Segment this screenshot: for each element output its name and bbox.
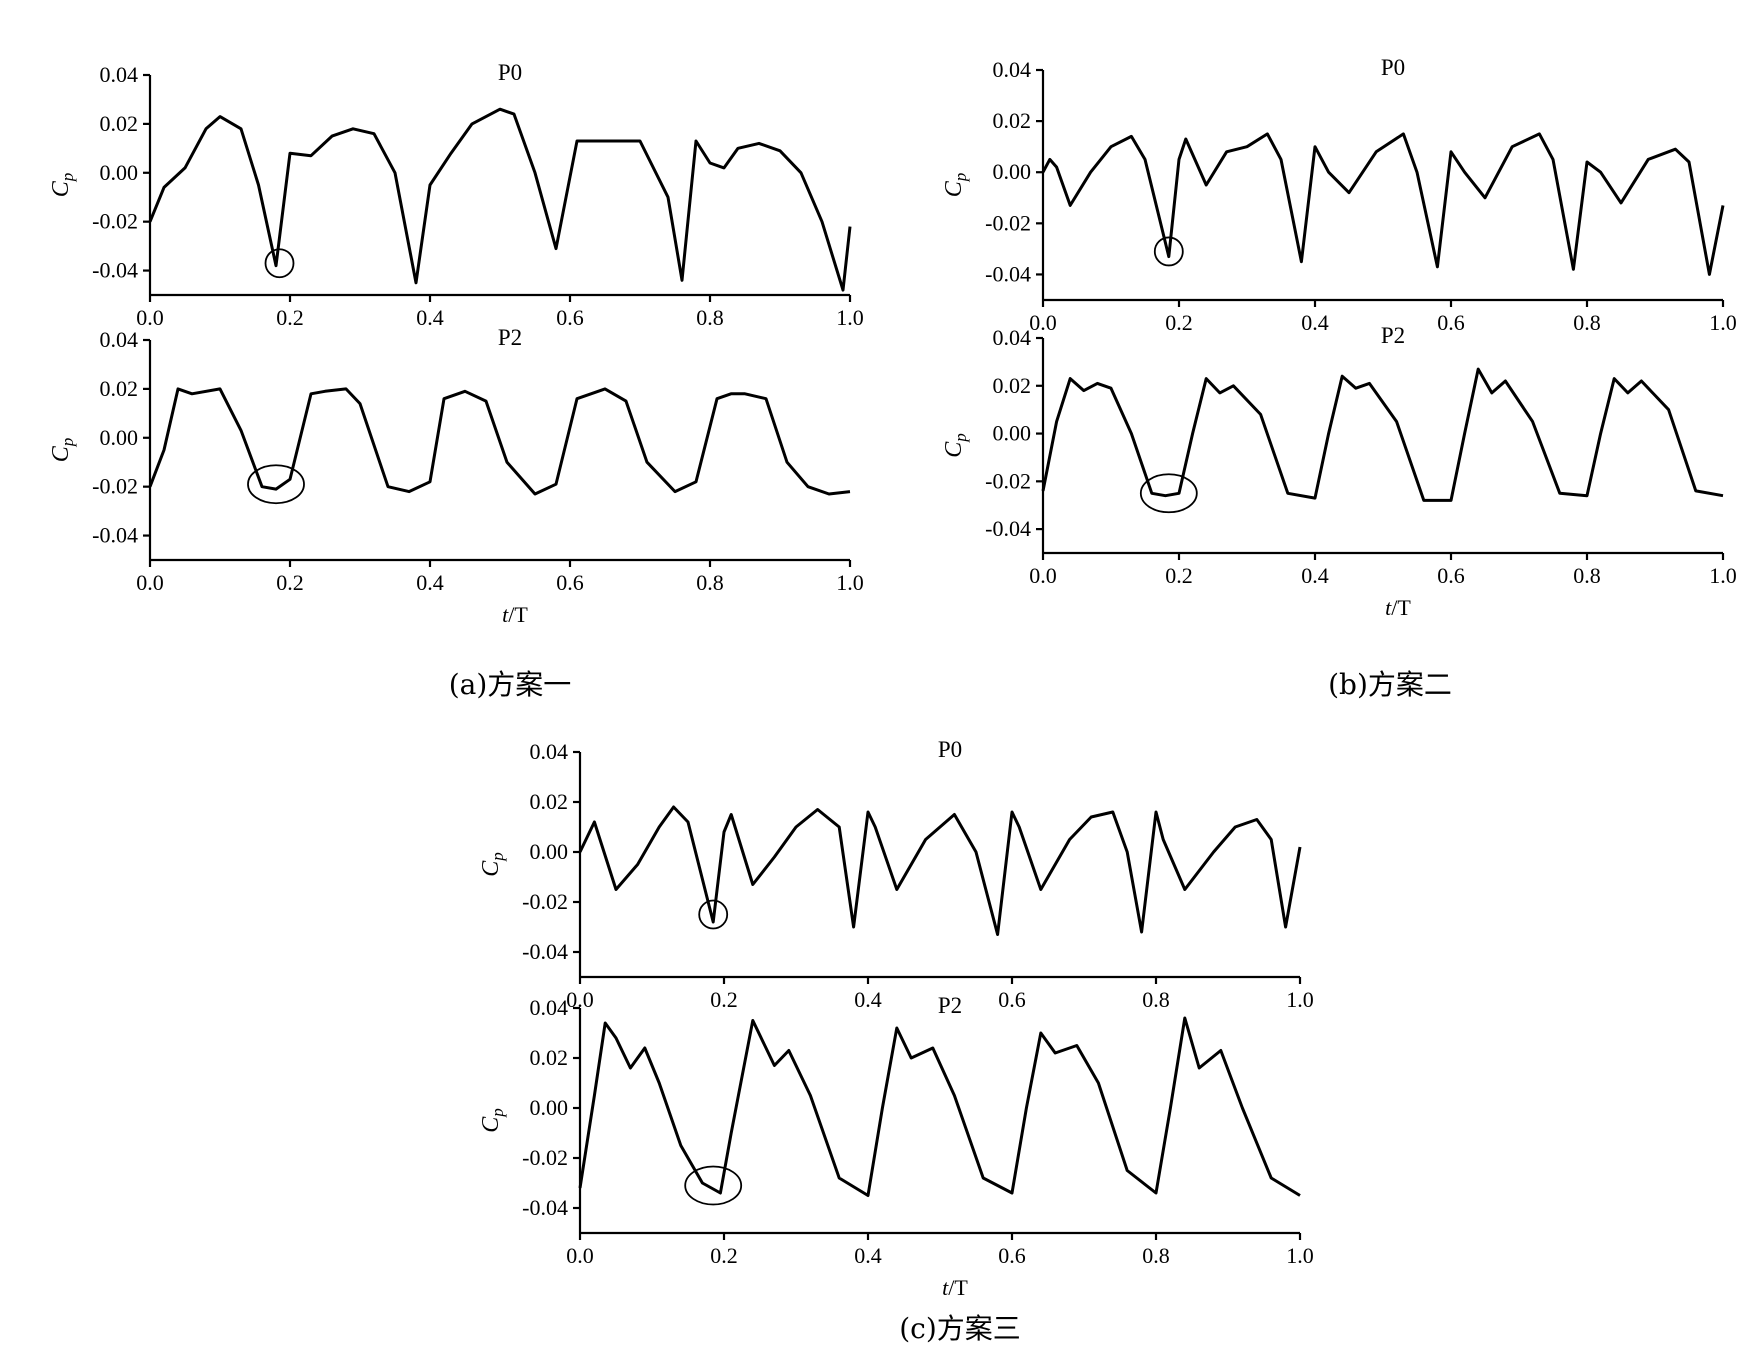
x-tick-label: 0.6	[998, 987, 1026, 1012]
x-tick-label: 0.2	[710, 987, 738, 1012]
x-tick-label: 0.2	[710, 1243, 738, 1268]
highlight-circle-1	[247, 464, 305, 505]
x-tick-label: 0.4	[416, 305, 444, 330]
subplot-title-3: P2	[1381, 323, 1405, 348]
series-line-1	[148, 387, 851, 496]
x-tick-label: 1.0	[836, 305, 864, 330]
y-tick-label: -0.04	[92, 523, 138, 548]
x-tick-label: 1.0	[1286, 1243, 1314, 1268]
x-axis-label-3: t/T	[1385, 595, 1411, 620]
x-tick-label: 0.6	[998, 1243, 1026, 1268]
x-tick-label: 0.8	[1142, 987, 1170, 1012]
x-tick-label: 0.0	[566, 1243, 594, 1268]
y-tick-label: 0.00	[993, 421, 1032, 446]
y-tick-label: -0.04	[985, 516, 1031, 541]
caption-b: (b)方案二	[1328, 668, 1452, 701]
highlight-circle-3	[1139, 473, 1198, 514]
x-tick-label: 0.0	[136, 570, 164, 595]
x-tick-label: 0.6	[556, 305, 584, 330]
x-tick-label: 1.0	[1709, 563, 1737, 588]
x-tick-label: 0.2	[276, 570, 304, 595]
x-tick-label: 0.2	[1165, 563, 1193, 588]
x-tick-label: 0.8	[696, 570, 724, 595]
y-tick-label: 0.00	[530, 839, 569, 864]
x-tick-label: 0.0	[1029, 310, 1057, 335]
y-tick-label: 0.04	[100, 62, 139, 87]
x-tick-label: 0.8	[696, 305, 724, 330]
y-tick-label: 0.02	[100, 376, 139, 401]
y-tick-label: 0.04	[530, 995, 569, 1020]
y-tick-label: 0.02	[100, 111, 139, 136]
highlight-circle-4	[698, 899, 729, 930]
y-tick-label: -0.02	[92, 209, 138, 234]
x-axis-label-5: t/T	[942, 1275, 968, 1300]
series-line-5	[578, 1016, 1301, 1197]
series-line-0	[148, 107, 852, 292]
y-tick-label: -0.04	[92, 258, 138, 283]
x-tick-label: 0.4	[1301, 563, 1329, 588]
y-axis-label-4: Cp	[478, 852, 507, 877]
subplot-title-0: P0	[498, 60, 522, 85]
y-tick-label: -0.02	[522, 1145, 568, 1170]
y-tick-label: 0.02	[530, 1045, 569, 1070]
highlight-circle-0	[264, 248, 295, 279]
highlight-circle-2	[1153, 236, 1184, 267]
y-tick-label: 0.02	[993, 373, 1032, 398]
series-line-3	[1041, 367, 1724, 502]
x-tick-label: 0.4	[854, 987, 882, 1012]
x-axis-label-1: t/T	[502, 602, 528, 627]
y-tick-label: 0.02	[530, 789, 569, 814]
y-tick-label: 0.00	[100, 160, 139, 185]
caption-a: (a)方案一	[449, 668, 572, 701]
x-tick-label: 0.0	[136, 305, 164, 330]
y-tick-label: -0.04	[522, 1195, 568, 1220]
y-tick-label: 0.04	[993, 57, 1032, 82]
x-tick-label: 0.8	[1142, 1243, 1170, 1268]
x-tick-label: 0.4	[416, 570, 444, 595]
x-tick-label: 0.0	[1029, 563, 1057, 588]
y-tick-label: 0.00	[993, 159, 1032, 184]
x-tick-label: 0.4	[854, 1243, 882, 1268]
subplot-title-1: P2	[498, 325, 522, 350]
y-tick-label: -0.02	[985, 468, 1031, 493]
x-tick-label: 0.8	[1573, 310, 1601, 335]
subplot-title-4: P0	[938, 737, 962, 762]
y-tick-label: -0.02	[92, 474, 138, 499]
x-tick-label: 0.2	[1165, 310, 1193, 335]
y-tick-label: 0.04	[100, 327, 139, 352]
x-tick-label: 0.6	[1437, 563, 1465, 588]
y-tick-label: 0.00	[530, 1095, 569, 1120]
series-line-2	[1041, 132, 1725, 276]
y-tick-label: -0.02	[985, 210, 1031, 235]
y-axis-label-5: Cp	[478, 1108, 507, 1133]
y-tick-label: 0.00	[100, 425, 139, 450]
series-line-4	[578, 805, 1302, 936]
y-tick-label: 0.04	[530, 739, 569, 764]
x-tick-label: 1.0	[1709, 310, 1737, 335]
y-tick-label: -0.04	[985, 261, 1031, 286]
y-axis-label-2: Cp	[941, 173, 970, 198]
highlight-circle-5	[684, 1165, 743, 1206]
y-tick-label: 0.02	[993, 108, 1032, 133]
x-tick-label: 0.4	[1301, 310, 1329, 335]
y-axis-label-0: Cp	[48, 173, 77, 198]
caption-c: (c)方案三	[899, 1312, 1021, 1345]
y-axis-label-1: Cp	[48, 438, 77, 463]
x-tick-label: 0.6	[1437, 310, 1465, 335]
x-tick-label: 0.8	[1573, 563, 1601, 588]
y-tick-label: 0.04	[993, 325, 1032, 350]
subplot-title-5: P2	[938, 993, 962, 1018]
x-tick-label: 1.0	[836, 570, 864, 595]
x-tick-label: 0.2	[276, 305, 304, 330]
x-tick-label: 1.0	[1286, 987, 1314, 1012]
y-tick-label: -0.02	[522, 889, 568, 914]
y-tick-label: -0.04	[522, 939, 568, 964]
subplot-title-2: P0	[1381, 55, 1405, 80]
y-axis-label-3: Cp	[941, 433, 970, 458]
x-tick-label: 0.6	[556, 570, 584, 595]
